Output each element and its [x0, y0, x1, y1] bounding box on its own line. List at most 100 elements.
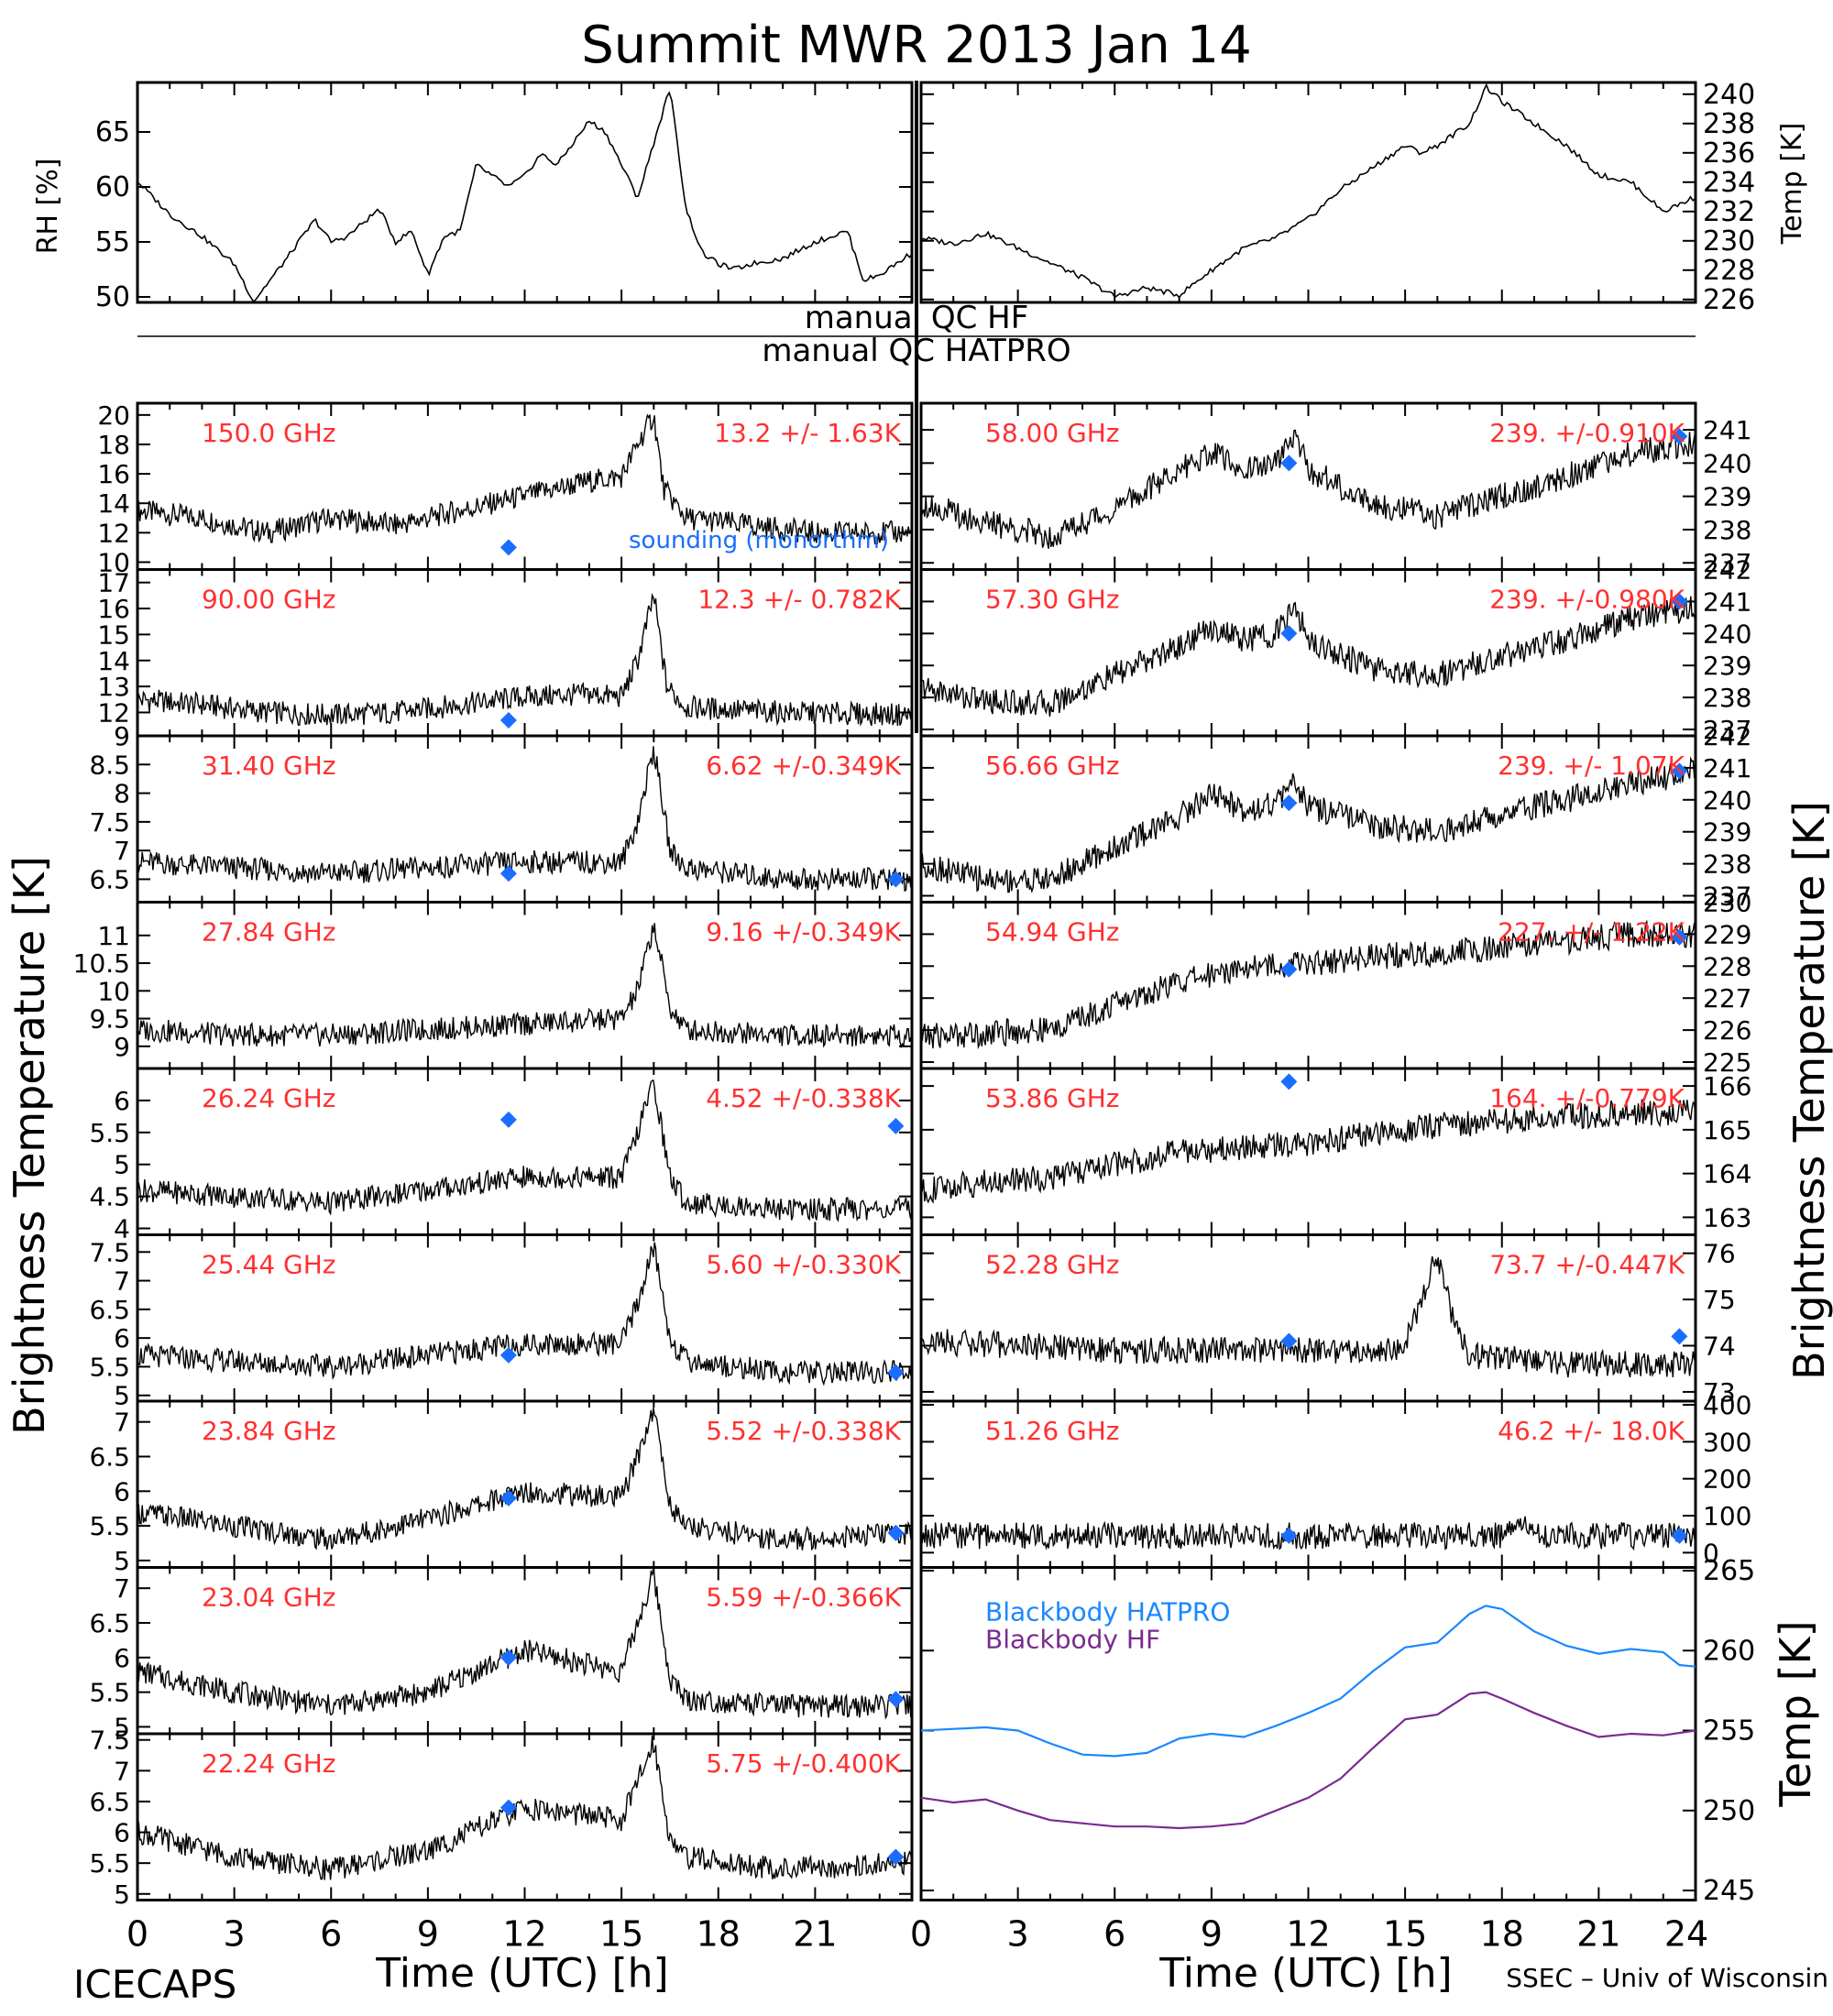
series-line [920, 756, 1696, 893]
y-tick-label: 5.5 [89, 1848, 130, 1879]
y-tick-label: 238 [1703, 108, 1755, 140]
frequency-label: 53.86 GHz [985, 1083, 1120, 1113]
x-tick-label: 6 [1103, 1914, 1125, 1955]
y-tick-label: 5 [114, 1712, 130, 1742]
sounding-marker [499, 1799, 517, 1816]
rh-axis-label: RH [%] [32, 159, 64, 255]
stat-label: 5.52 +/-0.338K [706, 1416, 901, 1446]
sounding-marker [1280, 1527, 1298, 1544]
y-tick-label: 164 [1703, 1159, 1751, 1189]
x-tick-label: 12 [502, 1914, 546, 1955]
stat-label: 239. +/- 1.07K [1498, 751, 1685, 781]
y-tick-label: 6.5 [89, 1787, 130, 1817]
y-tick-label: 236 [1703, 137, 1755, 170]
sounding-marker [1280, 794, 1298, 812]
figure-title: Summit MWR 2013 Jan 14 [581, 16, 1252, 75]
y-tick-label: 6 [114, 1643, 130, 1673]
x-tick-label: 15 [599, 1914, 643, 1955]
x-tick-label: 6 [320, 1914, 342, 1955]
time-right-axis-label: Time (UTC) [h] [1158, 1950, 1452, 1997]
sounding-marker [499, 865, 517, 882]
panel-ch5386: 163 164 165 166 53.86 GHz 164. +/-0.779K [919, 1067, 1751, 1236]
y-tick-label: 5 [114, 1879, 130, 1910]
y-tick-label: 260 [1703, 1635, 1755, 1667]
y-tick-label: 241 [1703, 586, 1751, 617]
y-tick-label: 232 [1703, 196, 1755, 228]
frequency-label: 31.40 GHz [202, 751, 336, 781]
y-tick-label: 9 [114, 1032, 130, 1062]
qc-hf-label: manual QC HF [805, 300, 1029, 336]
y-tick-label: 7.5 [89, 807, 130, 838]
y-tick-label: 241 [1703, 753, 1751, 783]
y-tick-label: 14 [97, 646, 130, 676]
y-tick-label: 6.5 [89, 864, 130, 894]
sounding-marker [1280, 1073, 1298, 1090]
sounding-marker [1671, 1328, 1688, 1345]
y-tick-label: 9.5 [89, 1004, 130, 1035]
y-tick-label: 6 [114, 1818, 130, 1848]
y-tick-label: 238 [1703, 683, 1751, 713]
x-tick-label: 18 [1480, 1914, 1524, 1955]
y-tick-label: 237 [1703, 548, 1751, 578]
x-tick-label: 0 [126, 1914, 148, 1955]
y-tick-label: 225 [1703, 1047, 1751, 1078]
plot-area: 5055606522622823023223423623824010121416… [73, 79, 1756, 1955]
sounding-marker [1671, 928, 1688, 946]
temp-top-axis-label: Temp [K] [1776, 123, 1808, 246]
x-tick-label: 3 [1007, 1914, 1029, 1955]
y-tick-label: 240 [1703, 448, 1751, 478]
x-tick-label: 9 [417, 1914, 439, 1955]
y-tick-label: 50 [95, 281, 130, 313]
series-line [137, 746, 913, 893]
sounding-marker [499, 539, 517, 556]
sounding-marker [1671, 1527, 1688, 1544]
panel-frame [136, 81, 914, 304]
y-tick-label: 238 [1703, 849, 1751, 880]
panel-ch2544: 55.566.577.5 25.44 GHz 5.60 +/-0.330K [89, 1233, 914, 1411]
y-tick-label: 241 [1703, 415, 1751, 445]
y-tick-label: 7 [114, 1573, 130, 1604]
x-tick-label: 12 [1286, 1914, 1330, 1955]
sounding-marker [499, 1649, 517, 1666]
y-tick-label: 7 [114, 1756, 130, 1786]
y-tick-label: 237 [1703, 882, 1751, 912]
y-tick-label: 250 [1703, 1795, 1755, 1827]
y-tick-label: 7 [114, 1266, 130, 1297]
frequency-label: 150.0 GHz [202, 418, 336, 448]
frequency-label: 56.66 GHz [985, 751, 1120, 781]
y-tick-label: 15 [97, 619, 130, 650]
y-tick-label: 5.5 [89, 1678, 130, 1708]
series-line [137, 91, 913, 303]
stat-label: 13.2 +/- 1.63K [714, 418, 901, 448]
y-tick-label: 76 [1703, 1239, 1736, 1269]
frequency-label: 54.94 GHz [985, 917, 1120, 948]
y-tick-label: 6.5 [89, 1608, 130, 1638]
stat-label: 46.2 +/- 18.0K [1498, 1416, 1685, 1446]
sounding-marker [887, 1524, 905, 1541]
series-line [920, 596, 1696, 718]
y-tick-label: 5.5 [89, 1118, 130, 1148]
y-tick-label: 8.5 [89, 750, 130, 780]
series-line [920, 1605, 1696, 1758]
stat-label: 227. +/- 1.22K [1498, 917, 1685, 948]
panel-ch2384: 5 5.5 66.5 7 23.84 GHz 5.52 +/-0.338K [89, 1399, 914, 1576]
y-tick-label: 300 [1703, 1427, 1751, 1457]
footer-left: ICECAPS [73, 1962, 236, 2007]
y-tick-label: 9 [114, 721, 130, 751]
stat-label: 5.60 +/-0.330K [706, 1250, 901, 1280]
y-tick-label: 4.5 [89, 1182, 130, 1212]
y-tick-label: 230 [1703, 225, 1755, 257]
y-tick-label: 17 [97, 568, 130, 598]
temp-bottom-axis-label: Temp [K] [1771, 1620, 1820, 1807]
sounding-label: sounding (monorthm) [629, 527, 889, 554]
y-tick-label: 20 [97, 400, 130, 431]
sounding-marker [499, 711, 517, 729]
y-tick-label: 65 [95, 116, 130, 148]
sounding-marker [1280, 1332, 1298, 1350]
stat-label: 12.3 +/- 0.782K [697, 585, 901, 615]
y-tick-label: 234 [1703, 167, 1755, 199]
y-tick-label: 6.5 [89, 1295, 130, 1325]
